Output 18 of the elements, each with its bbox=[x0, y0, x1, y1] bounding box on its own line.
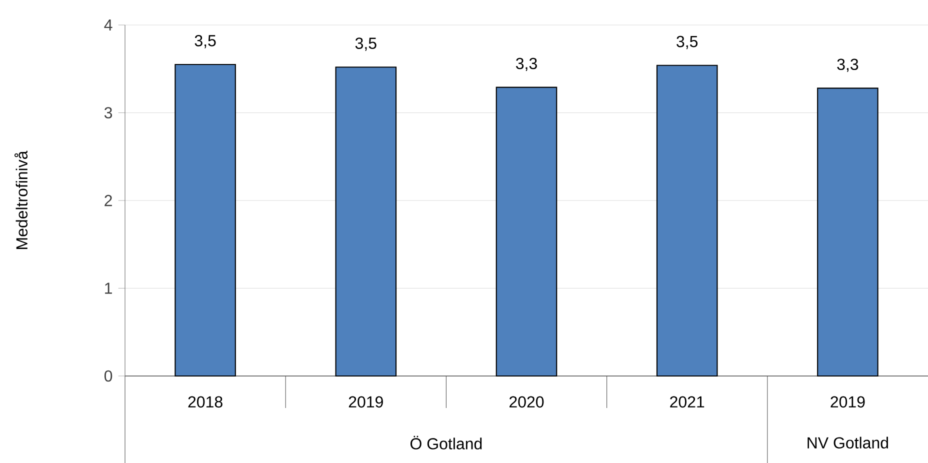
y-tick-label: 2 bbox=[104, 194, 112, 206]
y-tick-label: 1 bbox=[105, 282, 112, 294]
y-tick-label: 4 bbox=[104, 20, 112, 30]
y-tick-label: 3 bbox=[104, 107, 112, 118]
x-tick-label: 2021 bbox=[670, 396, 704, 408]
text: NV Gotland bbox=[808, 436, 888, 449]
x-tick-label: 2019 bbox=[348, 396, 383, 408]
x-tick-label: 2020 bbox=[510, 396, 544, 408]
y-tick-label: 0 bbox=[104, 370, 112, 382]
data-label: 3,5 bbox=[194, 35, 216, 48]
x-tick-label: 2018 bbox=[188, 396, 222, 408]
data-label: 3,3 bbox=[516, 58, 537, 72]
y-axis-title: Medeltrofinivå bbox=[14, 150, 28, 249]
x-tick-label: 2019 bbox=[830, 396, 865, 408]
data-label: 3,5 bbox=[355, 38, 376, 51]
text: Ö Gotland bbox=[410, 436, 482, 450]
data-label: 3,5 bbox=[676, 36, 698, 50]
data-label: 3,3 bbox=[837, 58, 858, 72]
